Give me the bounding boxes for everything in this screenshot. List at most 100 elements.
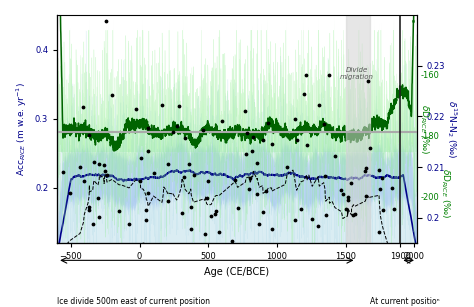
- Point: [115, 209, 123, 214]
- Point: [292, 218, 299, 223]
- Point: [246, 187, 253, 192]
- Point: [169, 130, 176, 135]
- Point: [344, 195, 352, 200]
- Point: [185, 161, 192, 166]
- Text: Divide
migration: Divide migration: [339, 67, 374, 80]
- Y-axis label: $\delta$D$_{RICE}$ (‰): $\delta$D$_{RICE}$ (‰): [418, 104, 431, 154]
- Point: [321, 173, 329, 178]
- Point: [84, 274, 92, 279]
- Point: [212, 209, 220, 214]
- Point: [76, 165, 84, 170]
- Point: [375, 168, 383, 173]
- Point: [309, 216, 316, 221]
- Point: [80, 105, 87, 110]
- Point: [248, 149, 255, 154]
- Point: [344, 198, 352, 203]
- Point: [145, 126, 152, 131]
- Point: [365, 247, 372, 252]
- Point: [259, 138, 267, 143]
- Point: [178, 256, 185, 261]
- Text: At current positioⁿ: At current positioⁿ: [370, 297, 439, 306]
- Point: [348, 278, 356, 283]
- Point: [144, 149, 151, 154]
- Point: [351, 211, 359, 216]
- Point: [89, 222, 97, 227]
- Point: [178, 210, 186, 215]
- Point: [362, 166, 370, 171]
- Point: [268, 142, 275, 147]
- Point: [253, 160, 261, 165]
- Point: [314, 223, 322, 228]
- Point: [188, 227, 195, 231]
- Point: [366, 146, 374, 151]
- Point: [66, 190, 74, 195]
- Point: [96, 215, 103, 220]
- Point: [316, 102, 323, 107]
- Point: [100, 163, 108, 168]
- Point: [246, 175, 254, 180]
- Point: [164, 161, 172, 166]
- Text: $\delta$D$_{RICE}$ (‰): $\delta$D$_{RICE}$ (‰): [439, 168, 452, 218]
- Point: [242, 152, 250, 157]
- Point: [86, 133, 93, 138]
- Bar: [346, 15, 370, 243]
- Point: [219, 119, 226, 123]
- Point: [175, 104, 182, 109]
- Point: [231, 177, 239, 182]
- Point: [137, 178, 144, 183]
- Point: [159, 295, 167, 300]
- Point: [103, 173, 111, 177]
- Point: [85, 204, 93, 209]
- Text: -180: -180: [420, 132, 439, 141]
- Point: [263, 188, 270, 193]
- Point: [331, 154, 339, 159]
- Point: [326, 285, 333, 290]
- Point: [320, 122, 328, 126]
- Point: [380, 208, 387, 212]
- Text: Ice divide 500m east of current position: Ice divide 500m east of current position: [57, 297, 210, 306]
- Point: [162, 247, 170, 252]
- Point: [328, 281, 336, 286]
- Point: [362, 168, 369, 173]
- Point: [125, 222, 133, 227]
- Point: [180, 174, 188, 179]
- Point: [158, 103, 166, 108]
- Point: [289, 290, 297, 295]
- Point: [376, 266, 383, 271]
- Point: [132, 107, 139, 112]
- Point: [249, 268, 256, 273]
- Point: [190, 173, 197, 177]
- Point: [101, 169, 109, 173]
- Point: [102, 18, 109, 23]
- Point: [59, 169, 67, 174]
- Point: [342, 207, 350, 212]
- Point: [388, 185, 395, 190]
- Point: [254, 192, 261, 196]
- Point: [234, 206, 241, 211]
- Point: [204, 179, 211, 184]
- Point: [255, 221, 263, 226]
- Point: [363, 193, 370, 198]
- Point: [292, 116, 299, 121]
- Point: [264, 120, 272, 125]
- Y-axis label: $\delta^{15}$N-N$_2$ (‰): $\delta^{15}$N-N$_2$ (‰): [445, 100, 459, 158]
- Point: [249, 135, 257, 140]
- Text: -160: -160: [420, 71, 439, 80]
- Point: [339, 192, 346, 196]
- Point: [164, 199, 172, 204]
- Point: [297, 207, 304, 212]
- Point: [326, 72, 333, 77]
- Point: [144, 191, 152, 196]
- Point: [375, 230, 383, 235]
- Point: [143, 208, 150, 212]
- Point: [201, 296, 209, 301]
- Point: [118, 243, 125, 248]
- Point: [293, 138, 301, 142]
- Point: [283, 165, 291, 169]
- Point: [300, 92, 308, 97]
- Point: [302, 73, 310, 78]
- Point: [169, 250, 176, 255]
- Point: [390, 206, 398, 211]
- Point: [242, 109, 249, 114]
- Point: [108, 92, 116, 97]
